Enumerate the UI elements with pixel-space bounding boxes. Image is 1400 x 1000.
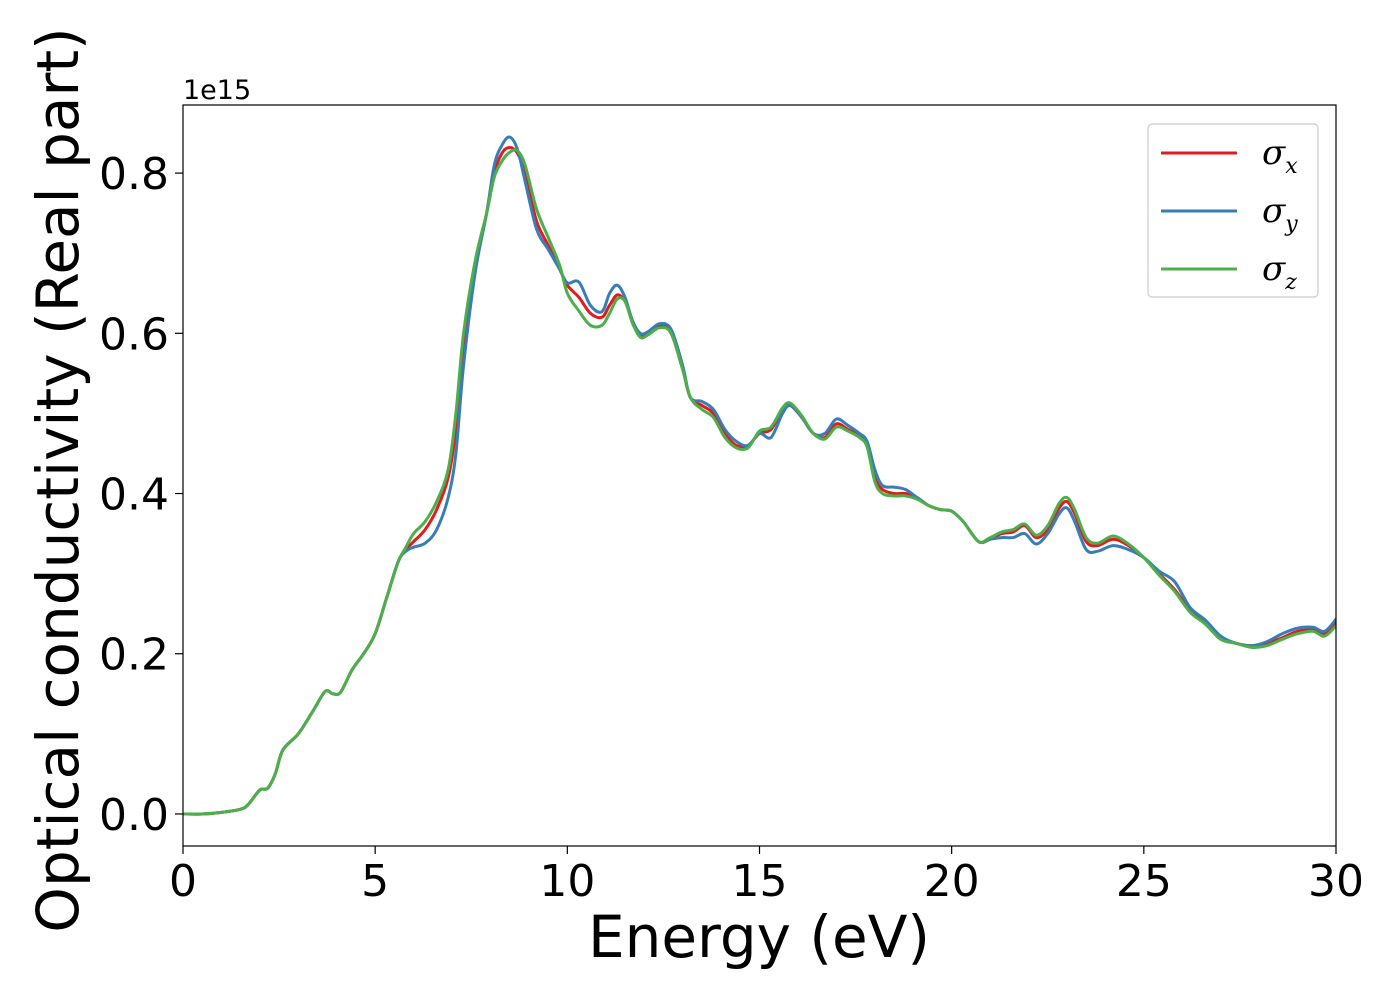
x-tick-label: 20: [924, 856, 980, 907]
x-tick-label: 15: [732, 856, 788, 907]
x-tick-label: 30: [1308, 856, 1364, 907]
y-tick-label: 0.0: [99, 790, 169, 841]
legend-label-z: σz: [1262, 249, 1297, 295]
x-axis: 0 5 10 15 20 25 30: [169, 846, 1364, 907]
x-tick-label: 10: [539, 856, 595, 907]
x-tick-label: 25: [1116, 856, 1172, 907]
legend-label-y: σy: [1262, 191, 1298, 237]
y-tick-label: 0.2: [99, 630, 169, 681]
series-layer: [183, 135, 1336, 816]
y-tick-label: 0.6: [99, 309, 169, 360]
y-axis-offset-label: 1e15: [183, 75, 251, 106]
legend-label-x: σx: [1262, 133, 1298, 179]
y-tick-label: 0.8: [99, 149, 169, 200]
y-axis-label: Optical conductivity (Real part): [24, 27, 92, 932]
legend: σx σy σz: [1147, 123, 1319, 298]
x-tick-label: 0: [169, 856, 197, 907]
y-axis: 0.0 0.2 0.4 0.6 0.8: [99, 149, 183, 841]
x-tick-label: 5: [361, 856, 389, 907]
y-tick-label: 0.4: [99, 470, 169, 521]
x-axis-label: Energy (eV): [588, 903, 930, 971]
series-line-z: [183, 148, 1336, 816]
